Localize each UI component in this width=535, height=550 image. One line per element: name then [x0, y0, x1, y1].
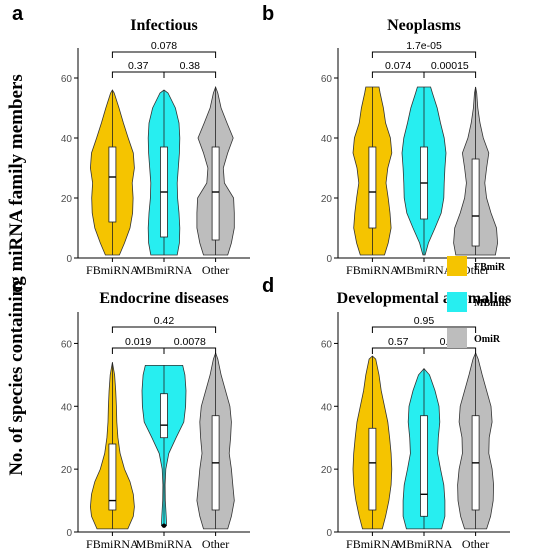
- comparison-p-value: 0.074: [385, 60, 411, 72]
- comparison-bracket: [371, 51, 477, 58]
- y-tick-label: 40: [321, 134, 333, 145]
- x-tick-label: Other: [202, 537, 229, 550]
- comparison-bracket: [423, 71, 477, 78]
- y-tick-label: 60: [61, 339, 73, 350]
- comparison-p-value: 0.019: [125, 336, 151, 348]
- x-tick-label: Other: [462, 537, 489, 550]
- comparison-p-value: 0.37: [128, 60, 149, 72]
- comparison-p-value: 0.00015: [431, 60, 469, 72]
- comparison-bracket: [111, 71, 165, 78]
- y-tick-label: 40: [61, 402, 73, 413]
- x-tick-label: FBmiRNA: [346, 537, 399, 550]
- box-iqr: [108, 146, 117, 223]
- y-tick-label: 0: [326, 528, 332, 539]
- panel-letter: d: [262, 275, 274, 297]
- comparison-bracket: [371, 71, 425, 78]
- x-tick-label: FBmiRNA: [86, 537, 139, 550]
- panel-letter: b: [262, 3, 274, 25]
- comparison-bracket: [163, 71, 217, 78]
- comparison-p-value: 0.0078: [174, 336, 206, 348]
- y-tick-label: 40: [321, 402, 333, 413]
- legend-label: OmiR: [474, 334, 501, 345]
- legend-swatch-FBmiR: [447, 256, 467, 276]
- comparison-p-value: 0.42: [154, 315, 175, 327]
- y-tick-label: 20: [61, 194, 73, 205]
- legend: FBmiR MBmiR OmiR: [447, 256, 509, 348]
- y-tick-label: 0: [66, 528, 72, 539]
- y-tick-label: 60: [321, 339, 333, 350]
- x-tick-label: MBmiRNA: [396, 263, 453, 277]
- comparison-bracket: [111, 326, 217, 333]
- box-iqr: [368, 427, 377, 511]
- x-tick-label: MBmiRNA: [136, 537, 193, 550]
- legend-label: FBmiR: [474, 262, 506, 273]
- comparison-p-value: 0.57: [388, 336, 409, 348]
- panel-title: Endocrine diseases: [99, 290, 228, 307]
- box-iqr: [368, 146, 377, 229]
- box-iqr: [471, 158, 480, 247]
- panel-title: Developmental anomalies: [337, 290, 512, 307]
- legend-swatch-MBmiR: [447, 292, 467, 312]
- y-tick-label: 0: [326, 254, 332, 265]
- x-tick-label: FBmiRNA: [86, 263, 139, 277]
- y-tick-label: 20: [321, 194, 333, 205]
- panel-letter: a: [12, 3, 24, 25]
- y-tick-label: 60: [61, 74, 73, 85]
- x-tick-label: Other: [462, 263, 489, 277]
- x-tick-label: MBmiRNA: [136, 263, 193, 277]
- x-tick-label: FBmiRNA: [346, 263, 399, 277]
- box-iqr: [160, 393, 168, 439]
- panel-title: Neoplasms: [387, 17, 461, 34]
- comparison-p-value: 0.38: [180, 60, 201, 72]
- comparison-bracket: [423, 347, 477, 354]
- outlier-point: [161, 523, 167, 528]
- comparison-bracket: [111, 51, 217, 58]
- y-tick-label: 20: [321, 465, 333, 476]
- y-tick-label: 20: [61, 465, 73, 476]
- panel-title: Infectious: [130, 17, 198, 34]
- comparison-p-value: 1.7e-05: [406, 40, 442, 52]
- comparison-bracket: [163, 347, 217, 354]
- y-tick-label: 60: [321, 74, 333, 85]
- figure-y-axis-label: No. of species containing miRNA family m…: [6, 74, 27, 476]
- x-tick-label: Other: [202, 263, 229, 277]
- x-tick-label: MBmiRNA: [396, 537, 453, 550]
- y-tick-label: 40: [61, 134, 73, 145]
- comparison-bracket: [371, 347, 425, 354]
- comparison-p-value: 0.95: [414, 315, 435, 327]
- panel-c: c Endocrine diseases 0 20 40 60 FBmiRNAMBmiRNA…: [12, 275, 250, 550]
- comparison-bracket: [371, 326, 477, 333]
- comparison-bracket: [111, 347, 165, 354]
- box-iqr: [108, 443, 117, 511]
- comparison-p-value: 0.078: [151, 40, 177, 52]
- panel-letter: c: [12, 275, 23, 297]
- y-tick-label: 0: [66, 254, 72, 265]
- box-iqr: [211, 146, 220, 241]
- legend-swatch-OmiR: [447, 328, 467, 348]
- box-iqr: [420, 415, 428, 517]
- legend-label: MBmiR: [474, 298, 509, 309]
